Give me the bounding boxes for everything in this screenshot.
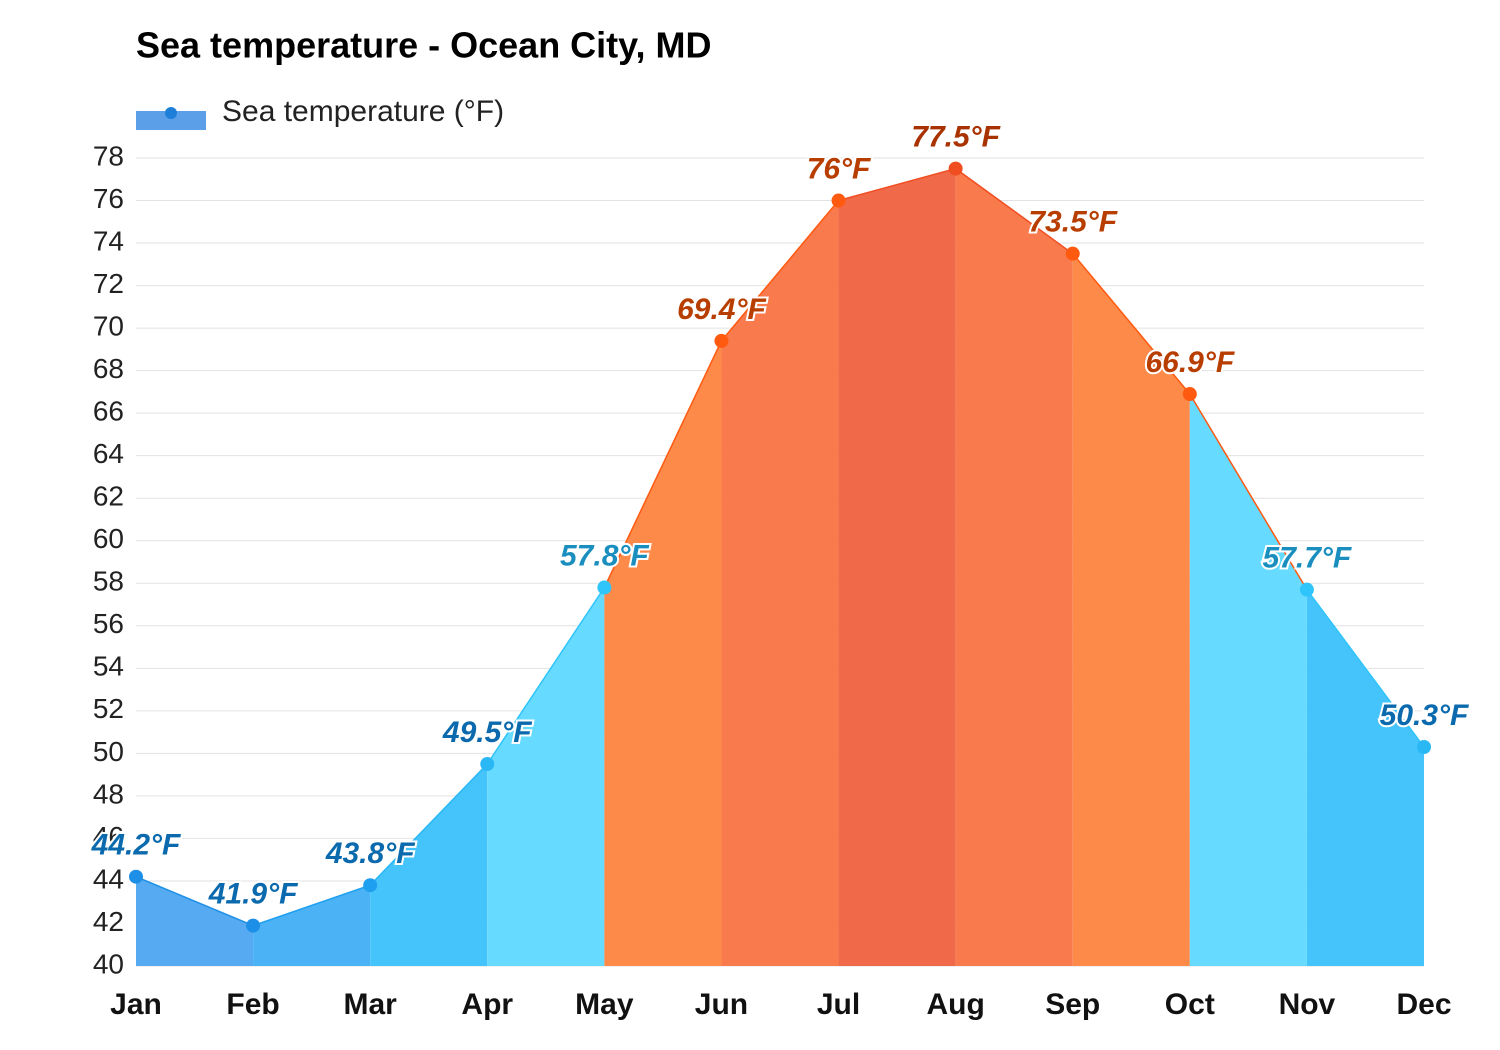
area-segment [955,168,1073,966]
area-segment [253,885,371,966]
data-label: 77.5°F [911,121,1000,154]
y-tick-label: 60 [93,523,124,554]
y-tick-label: 44 [93,863,124,894]
data-label: 69.4°F [677,293,766,326]
area-segment [604,340,722,966]
line-segment [955,168,1074,255]
data-label: 66.9°F [1145,346,1234,379]
line-segment [369,763,488,886]
line-segment [838,167,956,202]
line-segment [1072,253,1191,395]
area-segment [1072,253,1190,966]
data-point [1182,387,1197,402]
x-tick-label: Nov [1279,988,1336,1021]
data-point [597,580,612,595]
y-tick-label: 48 [93,778,124,809]
area-segment [370,764,488,966]
x-tick-label: Sep [1045,988,1100,1021]
data-label: 57.7°F [1263,542,1352,575]
data-label: 43.8°F [325,837,415,870]
x-tick-label: Mar [344,988,398,1021]
y-tick-label: 64 [93,438,124,469]
data-label: 41.9°F [208,878,298,911]
data-label: 73.5°F [1028,206,1117,239]
y-tick-label: 68 [93,353,124,384]
y-tick-label: 42 [93,906,124,937]
x-tick-label: Aug [926,988,984,1021]
x-tick-label: Apr [461,988,513,1021]
legend-label: Sea temperature (°F) [222,95,504,128]
x-tick-label: Jul [817,988,860,1021]
chart-title: Sea temperature - Ocean City, MD [136,25,712,66]
area-segment [1306,589,1424,966]
data-point [246,918,261,933]
legend-swatch [136,111,206,130]
y-tick-label: 78 [93,140,124,171]
y-tick-label: 74 [93,225,124,256]
y-tick-label: 62 [93,481,124,512]
x-tick-label: Oct [1165,988,1215,1021]
x-tick-label: Jan [110,988,162,1021]
line-segment [1189,393,1308,591]
data-point [1065,246,1080,261]
area-segment [838,168,956,966]
line-segment [720,200,840,342]
line-segment [135,876,254,927]
data-point [1417,739,1431,754]
data-point [1299,582,1314,597]
data-label: 44.2°F [91,829,181,862]
data-point [129,869,143,884]
y-tick-label: 50 [93,736,124,767]
data-point [831,193,846,208]
legend: Sea temperature (°F) [222,95,504,128]
line-segment [252,884,371,927]
area-segment [1189,394,1307,966]
data-label: 49.5°F [442,716,532,749]
y-tick-label: 76 [93,183,124,214]
y-tick-label: 40 [93,948,124,979]
y-tick-label: 46 [93,821,124,852]
x-tick-label: Feb [226,988,279,1021]
y-tick-label: 66 [93,396,124,427]
data-label: 76°F [807,152,871,185]
y-tick-label: 56 [93,608,124,639]
area-segment [136,876,254,966]
line-segment [1306,589,1425,748]
y-tick-label: 70 [93,310,124,341]
data-label: 50.3°F [1380,699,1469,732]
y-tick-label: 52 [93,693,124,724]
area-segment [721,200,839,967]
x-tick-label: Jun [695,988,748,1021]
y-tick-label: 54 [93,651,124,682]
line-segment [603,340,723,588]
data-label: 57.8°F [560,539,649,572]
data-point [714,333,729,348]
data-point [363,878,378,893]
data-point [948,161,963,176]
y-tick-label: 72 [93,268,124,299]
line-segment [486,587,605,765]
data-point [480,757,495,771]
x-tick-label: Dec [1396,988,1451,1021]
legend-marker [165,107,177,119]
y-tick-label: 58 [93,566,124,597]
x-tick-label: May [575,988,634,1021]
area-segment [487,587,605,966]
